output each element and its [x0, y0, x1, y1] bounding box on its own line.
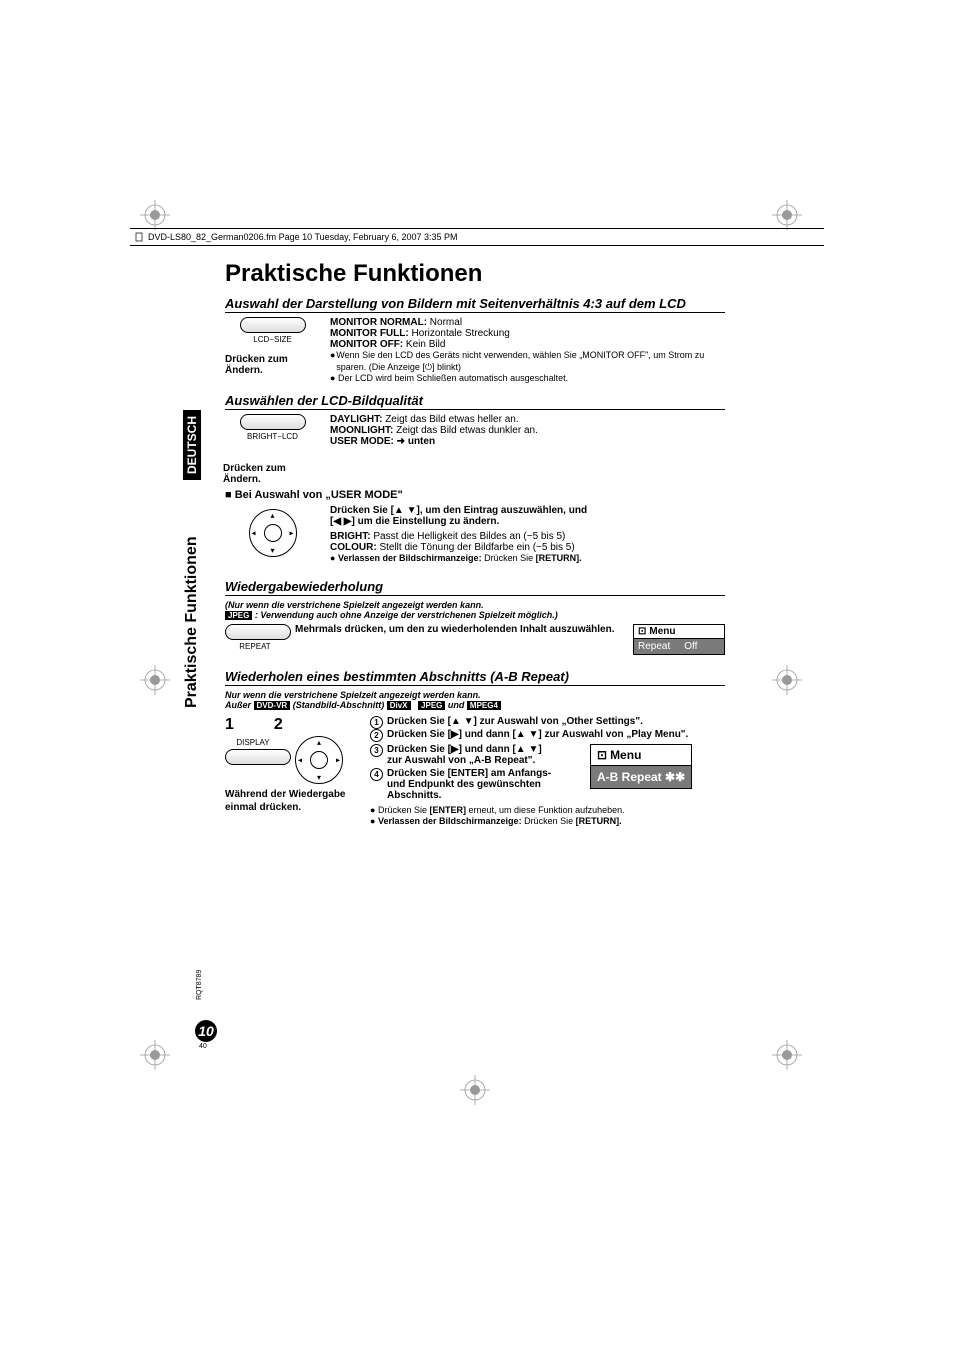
repeat-osd: ⊡Menu RepeatOff [633, 624, 725, 655]
display-icon-2: ⊡ [597, 748, 607, 762]
mpeg4-badge: MPEG4 [467, 701, 501, 710]
bright-lcd-button[interactable] [240, 414, 306, 430]
display-icon: ⊡ [638, 626, 646, 637]
jpeg-badge: JPEG [225, 611, 252, 620]
page-40: 40 [199, 1043, 207, 1050]
press-to-change: Drücken zum Ändern. [225, 354, 320, 376]
repeat-caption: REPEAT [225, 642, 285, 651]
bright-lcd-caption: BRIGHT−LCD [225, 432, 320, 441]
display-button[interactable] [225, 749, 291, 765]
step-1-number: 1 [225, 716, 234, 734]
lcd-size-caption: LCD−SIZE [225, 335, 320, 344]
during-playback-text: Während der Wiedergabe einmal drücken. [225, 788, 360, 814]
step-2-number: 2 [274, 716, 283, 734]
section1-heading: Auswahl der Darstellung von Bildern mit … [225, 296, 725, 313]
page-title: Praktische Funktionen [225, 260, 725, 288]
section2-heading: Auswählen der LCD-Bildqualität [225, 393, 725, 410]
repeat-button[interactable] [225, 624, 291, 640]
page-number: 10 [195, 1020, 217, 1042]
lcd-size-button[interactable] [240, 317, 306, 333]
jpeg-badge-2: JPEG [418, 701, 445, 710]
divx-badge: DivX [387, 701, 411, 710]
rqt-code: RQT8789 [196, 970, 203, 1000]
framemaker-header: DVD-LS80_82_German0206.fm Page 10 Tuesda… [130, 228, 824, 246]
power-icon: ⏻ [425, 362, 432, 372]
user-mode-subheading: ■ Bei Auswahl von „USER MODE" [225, 489, 725, 501]
dpad-icon-2[interactable]: ▴▾ ◂▸ [295, 736, 343, 784]
display-caption: DISPLAY [225, 738, 281, 747]
dpad-icon[interactable]: ▴▾ ◂▸ [249, 509, 297, 557]
press-to-change-2: Drücken zum Ändern. [223, 463, 320, 485]
ab-repeat-osd: ⊡Menu A-B Repeat ✱✱ [590, 744, 692, 789]
repeat-instruction: Mehrmals drücken, um den zu wiederholend… [295, 624, 623, 635]
section4-heading: Wiederholen eines bestimmten Abschnitts … [225, 669, 725, 686]
language-tab: DEUTSCH [183, 410, 201, 480]
section-tab: Praktische Funktionen [183, 536, 201, 708]
section3-heading: Wiedergabewiederholung [225, 579, 725, 596]
dvdvr-badge: DVD-VR [254, 701, 291, 710]
